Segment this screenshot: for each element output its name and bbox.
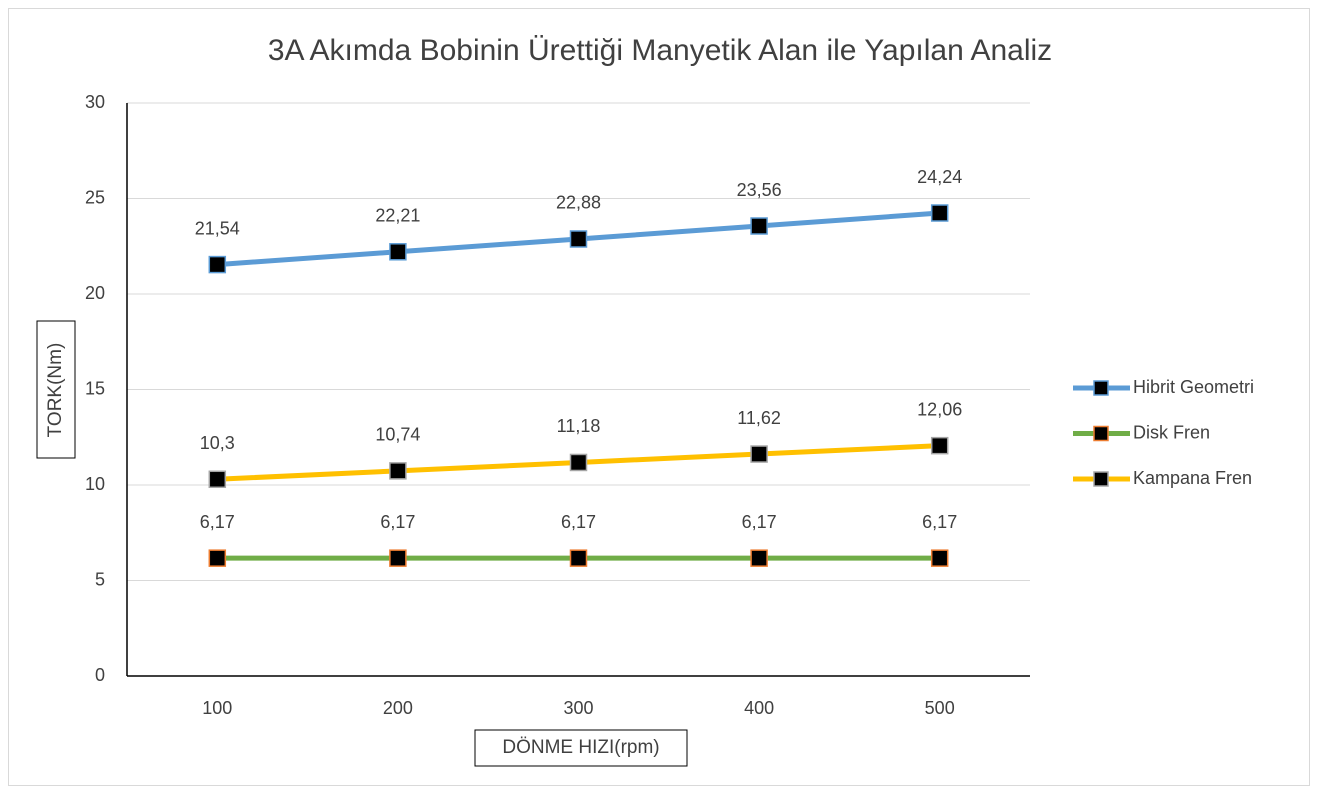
data-label: 10,3 [200, 433, 235, 453]
legend-label: Kampana Fren [1133, 468, 1252, 488]
marker [750, 445, 768, 463]
legend-marker [1093, 425, 1109, 442]
data-label: 11,18 [557, 416, 601, 436]
y-tick-label: 0 [95, 665, 105, 685]
marker [930, 436, 949, 455]
marker [750, 217, 768, 235]
marker [389, 549, 407, 567]
data-label: 10,74 [375, 425, 420, 445]
data-label: 11,62 [737, 408, 781, 428]
marker [389, 243, 407, 261]
legend-marker [1093, 380, 1109, 396]
marker [389, 462, 407, 480]
legend-label: Hibrit Geometri [1133, 377, 1254, 397]
y-axis-label: TORK(Nm) [45, 343, 66, 438]
data-label: 6,17 [380, 512, 415, 532]
data-label: 6,17 [200, 512, 235, 532]
y-tick-label: 15 [85, 378, 105, 398]
data-label: 6,17 [922, 512, 957, 532]
marker [750, 549, 768, 567]
legend-marker [1093, 471, 1109, 487]
marker [930, 549, 949, 567]
y-tick-label: 5 [95, 569, 105, 589]
marker [569, 230, 588, 248]
data-label: 6,17 [742, 512, 777, 532]
x-tick-label: 400 [744, 698, 774, 718]
data-label: 21,54 [195, 218, 240, 238]
x-tick-label: 200 [383, 698, 413, 718]
marker [208, 549, 227, 567]
x-axis-label: DÖNME HIZI(rpm) [502, 737, 659, 758]
data-label: 24,24 [917, 167, 962, 187]
marker [208, 255, 227, 274]
chart-border [8, 8, 1310, 786]
y-label-box [36, 320, 76, 459]
y-tick-label: 25 [85, 187, 105, 207]
marker [930, 204, 949, 222]
x-tick-label: 500 [925, 698, 955, 718]
legend-label: Disk Fren [1133, 422, 1210, 442]
data-label: 22,88 [556, 193, 601, 213]
y-tick-label: 10 [85, 474, 105, 494]
x-label-box [474, 729, 688, 767]
marker [569, 549, 588, 567]
chart-title: 3A Akımda Bobinin Ürettiği Manyetik Alan… [268, 34, 1052, 67]
x-tick-label: 300 [563, 698, 593, 718]
data-label: 22,21 [375, 206, 420, 226]
y-tick-label: 20 [85, 283, 105, 303]
x-tick-label: 100 [202, 698, 232, 718]
y-tick-label: 30 [85, 92, 105, 112]
data-label: 6,17 [561, 512, 596, 532]
data-label: 23,56 [737, 180, 782, 200]
data-label: 12,06 [917, 399, 962, 419]
marker [569, 453, 588, 472]
marker [208, 470, 227, 489]
